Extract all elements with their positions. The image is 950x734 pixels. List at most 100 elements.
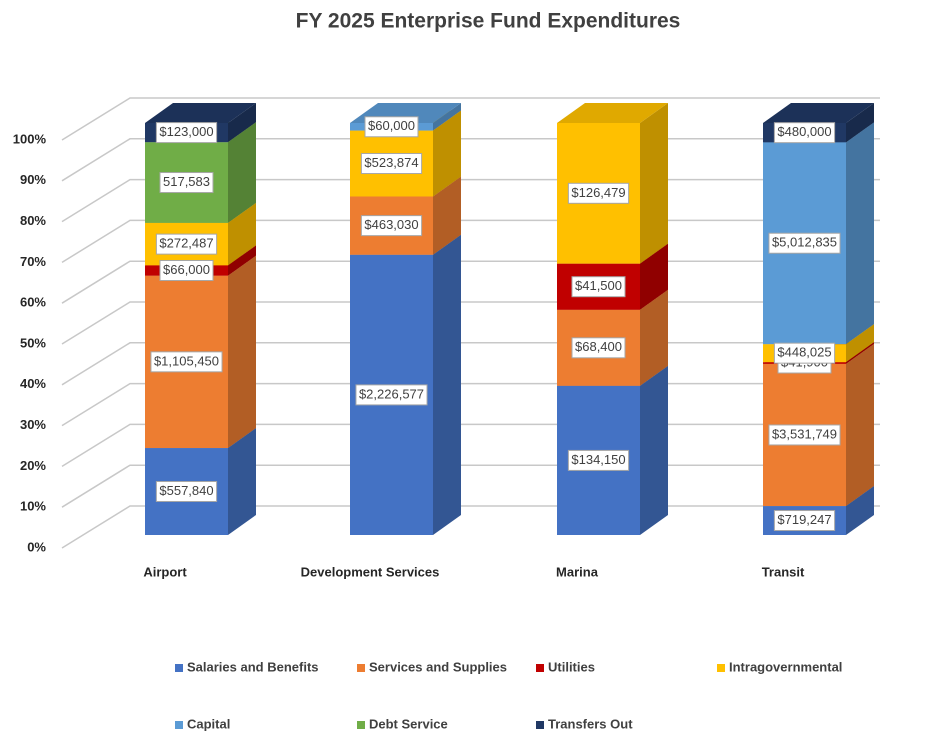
data-label-text: $5,012,835 <box>772 235 837 250</box>
x-tick-label: Airport <box>143 564 187 579</box>
data-label: $448,025 <box>773 342 836 364</box>
legend-swatch <box>357 721 365 729</box>
data-label-text: $448,025 <box>777 345 831 360</box>
bar-side <box>228 103 256 143</box>
legend-label: Salaries and Benefits <box>187 659 319 674</box>
data-label-box <box>360 215 423 237</box>
data-label-text: $719,247 <box>777 512 831 527</box>
bar-side <box>433 103 461 131</box>
data-label-box <box>355 384 428 406</box>
legend-label: Intragovernmental <box>729 659 842 674</box>
data-label-box <box>768 424 841 446</box>
y-tick-label: 30% <box>20 417 46 432</box>
data-label-box <box>155 481 218 503</box>
grid-line <box>61 97 880 141</box>
data-label: $41,500 <box>571 276 626 298</box>
data-label: $3,531,749 <box>768 424 841 446</box>
bar-side <box>846 103 874 143</box>
y-tick-label: 50% <box>20 335 46 350</box>
data-label-text: $126,479 <box>571 185 625 200</box>
legend-label: Services and Supplies <box>369 659 507 674</box>
data-label-box <box>571 337 626 359</box>
data-label-text: 517,583 <box>163 174 210 189</box>
data-label-text: $480,000 <box>777 124 831 139</box>
data-label-box <box>773 510 836 532</box>
data-label-box <box>150 351 223 373</box>
bar-side <box>228 122 256 223</box>
y-tick-label: 10% <box>20 499 46 514</box>
data-label-text: $68,400 <box>575 339 622 354</box>
data-label: $557,840 <box>155 481 218 503</box>
data-label: $1,105,450 <box>150 351 223 373</box>
data-label-box <box>571 276 626 298</box>
y-tick-label: 40% <box>20 376 46 391</box>
x-tick-label: Marina <box>556 564 599 579</box>
data-label-box <box>773 122 836 144</box>
bar-side <box>846 486 874 535</box>
data-label-box <box>567 449 630 471</box>
y-tick-label: 90% <box>20 172 46 187</box>
bar-side <box>228 255 256 449</box>
bar-side <box>433 110 461 197</box>
bar-side <box>640 103 668 264</box>
data-label-box <box>159 260 214 282</box>
data-label-text: $523,874 <box>364 155 418 170</box>
bar-side <box>228 428 256 535</box>
legend-swatch <box>175 721 183 729</box>
data-label: $5,012,835 <box>768 232 841 254</box>
data-label: $68,400 <box>571 337 626 359</box>
legend-label: Debt Service <box>369 716 448 731</box>
bar-side <box>640 365 668 535</box>
y-tick-label: 0% <box>27 539 46 554</box>
bar-side <box>228 245 256 276</box>
data-label-text: $60,000 <box>368 118 415 133</box>
x-tick-label: Transit <box>762 564 805 579</box>
y-tick-label: 100% <box>13 131 47 146</box>
data-label: 517,583 <box>159 172 214 194</box>
data-label-text: $463,030 <box>364 217 418 232</box>
bar-top <box>145 103 256 123</box>
chart-title: FY 2025 Enterprise Fund Expenditures <box>296 10 681 33</box>
legend-swatch <box>536 664 544 672</box>
data-label: $480,000 <box>773 122 836 144</box>
data-label: $719,247 <box>773 510 836 532</box>
data-label-text: $134,150 <box>571 452 625 467</box>
data-label: $523,874 <box>360 153 423 175</box>
data-label-text: $272,487 <box>159 236 213 251</box>
data-label-box <box>364 116 419 138</box>
data-label-box <box>773 342 836 364</box>
bar-side <box>640 243 668 310</box>
legend-label: Capital <box>187 716 230 731</box>
data-label: $134,150 <box>567 449 630 471</box>
x-tick-label: Development Services <box>301 564 440 579</box>
data-label-text: $3,531,749 <box>772 426 837 441</box>
bar-side <box>433 176 461 255</box>
legend-swatch <box>536 721 544 729</box>
legend-swatch <box>717 664 725 672</box>
bar-top <box>763 103 874 123</box>
data-label-text: $1,105,450 <box>154 353 219 368</box>
data-label-box <box>159 172 214 194</box>
bar-side <box>846 324 874 363</box>
data-label: $2,226,577 <box>355 384 428 406</box>
y-tick-label: 20% <box>20 458 46 473</box>
y-tick-label: 70% <box>20 254 46 269</box>
data-label: $126,479 <box>567 182 630 204</box>
data-label-box <box>155 122 218 144</box>
y-tick-label: 60% <box>20 295 46 310</box>
data-label: $66,000 <box>159 260 214 282</box>
bar-side <box>640 289 668 386</box>
legend-label: Transfers Out <box>548 716 633 731</box>
data-label-text: $41,500 <box>575 278 622 293</box>
legend-swatch <box>357 664 365 672</box>
data-label-box <box>567 182 630 204</box>
legend-swatch <box>175 664 183 672</box>
data-label-box <box>768 232 841 254</box>
bar-side <box>433 234 461 535</box>
data-label-box <box>155 233 218 255</box>
y-tick-label: 80% <box>20 213 46 228</box>
data-label-text: $557,840 <box>159 483 213 498</box>
data-label: $123,000 <box>155 122 218 144</box>
bar-side <box>846 122 874 345</box>
